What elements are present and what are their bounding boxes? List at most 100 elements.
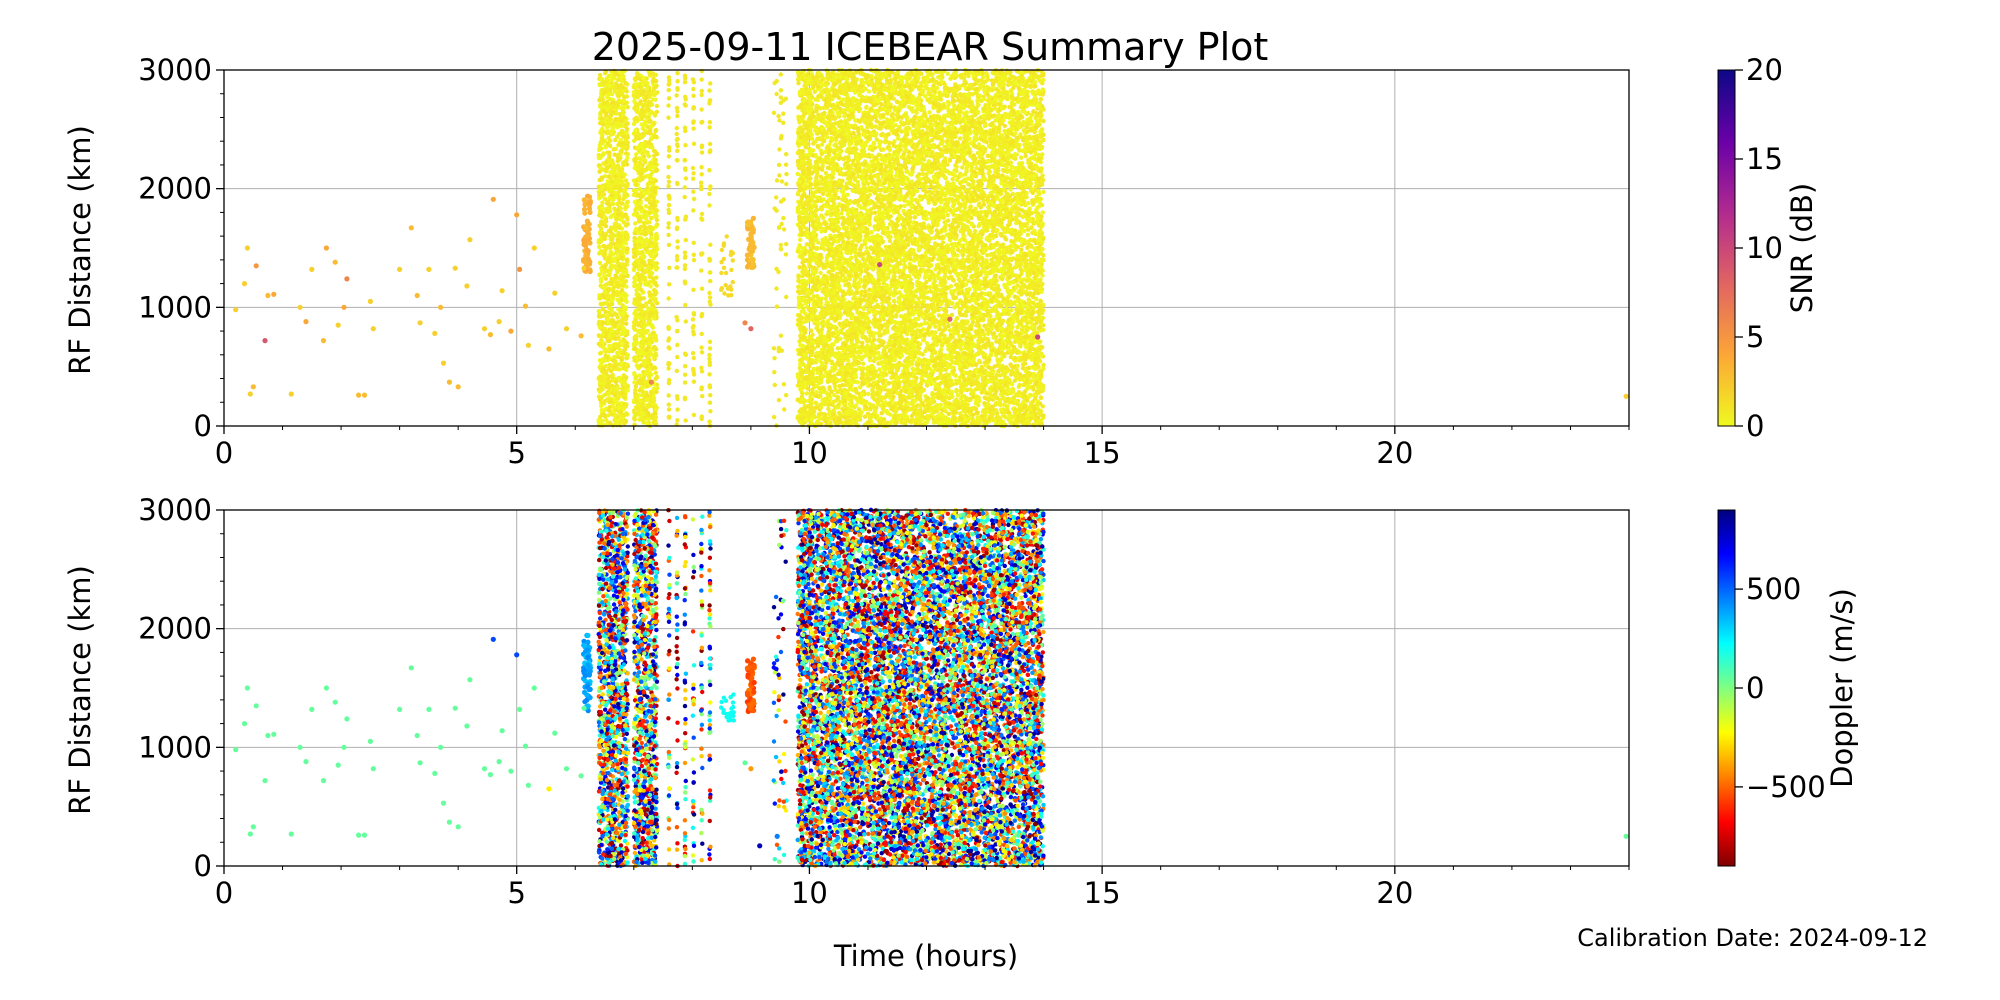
top-data-point (639, 91, 644, 97)
top-data-point (603, 144, 608, 149)
top-data-point (632, 380, 637, 385)
top-data-point (597, 397, 603, 402)
top-data-point (624, 402, 629, 407)
top-data-point (640, 126, 645, 131)
top-data-point (615, 325, 621, 330)
top-data-point (641, 254, 646, 260)
top-data-point (620, 128, 625, 134)
top-data-point (618, 348, 623, 353)
top-data-point (613, 379, 619, 385)
top-data-point (639, 133, 644, 138)
top-data-point (602, 219, 607, 224)
top-data-point (611, 147, 616, 152)
top-data-point (615, 93, 620, 98)
top-data-point (619, 297, 624, 302)
top-data-point (597, 244, 602, 250)
top-data-point (632, 138, 637, 143)
top-data-point (649, 235, 654, 241)
top-data-point (608, 344, 613, 349)
top-data-point (647, 370, 652, 375)
top-data-point (654, 246, 660, 252)
top-data-point (620, 231, 625, 236)
top-data-point (601, 192, 607, 197)
top-data-point (640, 350, 645, 356)
top-data-point (604, 208, 609, 213)
top-data-point (601, 252, 606, 258)
top-data-point (601, 243, 607, 249)
top-data-point (597, 389, 603, 394)
top-data-point (610, 391, 615, 396)
top-data-point (597, 230, 603, 235)
top-data-point (624, 192, 629, 197)
top-data-point (614, 400, 619, 405)
top-data-point (641, 75, 646, 81)
figure-title: 2025-09-11 ICEBEAR Summary Plot (592, 25, 1269, 69)
top-data-point (641, 79, 646, 85)
top-data-point (623, 418, 629, 424)
top-data-point (610, 109, 616, 115)
top-data-point (622, 115, 627, 120)
top-data-point (615, 385, 620, 391)
top-data-point (617, 376, 622, 382)
top-data-point (635, 258, 640, 263)
top-y-axis-label: RF Distance (km) (63, 125, 97, 375)
top-data-point (641, 141, 646, 146)
top-data-point (600, 418, 605, 424)
top-data-point (606, 374, 612, 379)
top-data-point (613, 228, 618, 233)
top-data-point (598, 166, 603, 171)
top-data-point (615, 282, 620, 288)
top-data-point (597, 325, 603, 330)
top-data-point (637, 398, 643, 403)
top-data-point (652, 292, 658, 297)
top-data-point (623, 203, 629, 208)
top-data-point (634, 292, 639, 297)
top-data-point (653, 190, 658, 195)
top-data-point (608, 241, 614, 247)
top-data-point (607, 338, 612, 344)
top-data-point (632, 416, 637, 421)
top-data-point (636, 366, 641, 371)
top-data-point (636, 250, 641, 256)
top-data-point (649, 271, 655, 276)
top-data-point (642, 232, 647, 237)
top-data-point (638, 99, 643, 104)
top-data-point (614, 72, 619, 77)
top-data-point (631, 131, 637, 136)
top-data-point (647, 71, 653, 77)
top-data-point (612, 206, 617, 211)
top-data-point (604, 159, 609, 165)
top-data-point (637, 161, 643, 167)
top-data-point (620, 419, 625, 424)
top-data-point (610, 169, 615, 174)
top-data-point (619, 217, 624, 222)
top-data-point (653, 365, 658, 371)
top-data-point (622, 142, 627, 147)
top-data-point (616, 342, 621, 347)
top-data-point (647, 181, 652, 186)
top-data-point (639, 209, 644, 214)
top-data-point (636, 402, 641, 407)
top-data-point (606, 120, 612, 126)
top-data-point (652, 206, 657, 211)
top-data-point (645, 103, 650, 109)
top-data-point (621, 85, 626, 90)
top-data-point (637, 156, 642, 161)
top-data-point (623, 223, 629, 228)
top-data-point (624, 184, 629, 189)
top-data-point (646, 154, 651, 159)
top-data-point (632, 199, 638, 205)
top-data-point (615, 134, 620, 139)
top-data-point (637, 312, 643, 317)
top-data-point (641, 341, 646, 346)
top-data-point (643, 122, 648, 128)
top-data-point (599, 77, 605, 82)
top-data-point (609, 92, 615, 97)
top-data-point (597, 72, 603, 78)
top-data-point (650, 325, 656, 330)
top-data-point (617, 423, 623, 428)
top-data-point (621, 350, 627, 355)
top-data-point (597, 272, 603, 277)
top-data-point (632, 355, 637, 360)
